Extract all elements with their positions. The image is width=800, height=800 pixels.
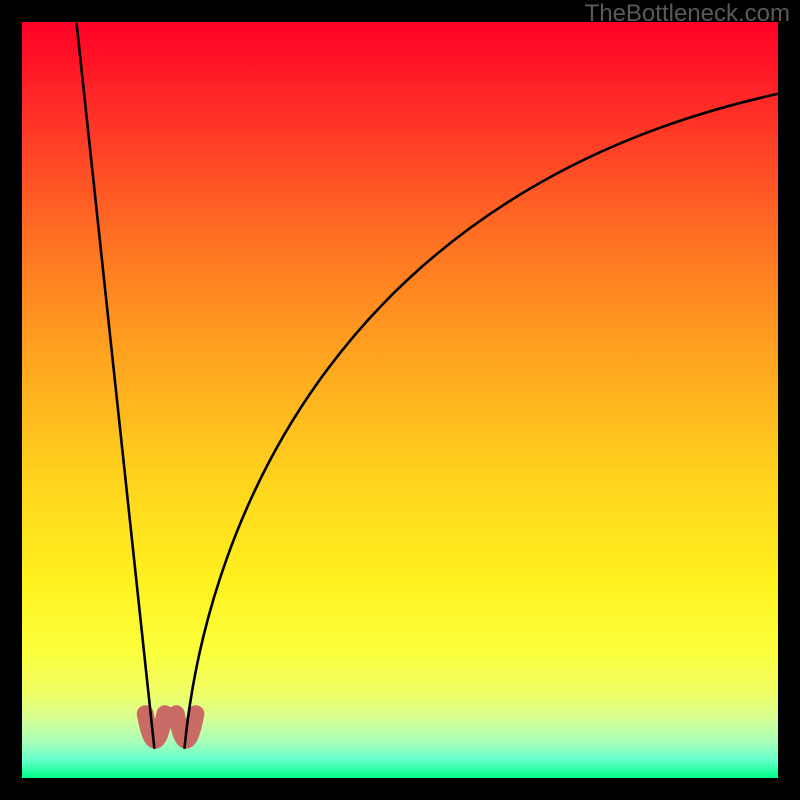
watermark-text: TheBottleneck.com [585, 0, 790, 28]
bottleneck-curve-group [76, 22, 778, 748]
well-marker-0 [145, 714, 165, 740]
curve-right-branch [185, 94, 778, 748]
curve-overlay-svg [22, 22, 778, 778]
chart-frame: TheBottleneck.com [0, 0, 800, 800]
chart-plot-area [22, 22, 778, 778]
curve-left-branch [76, 22, 154, 748]
